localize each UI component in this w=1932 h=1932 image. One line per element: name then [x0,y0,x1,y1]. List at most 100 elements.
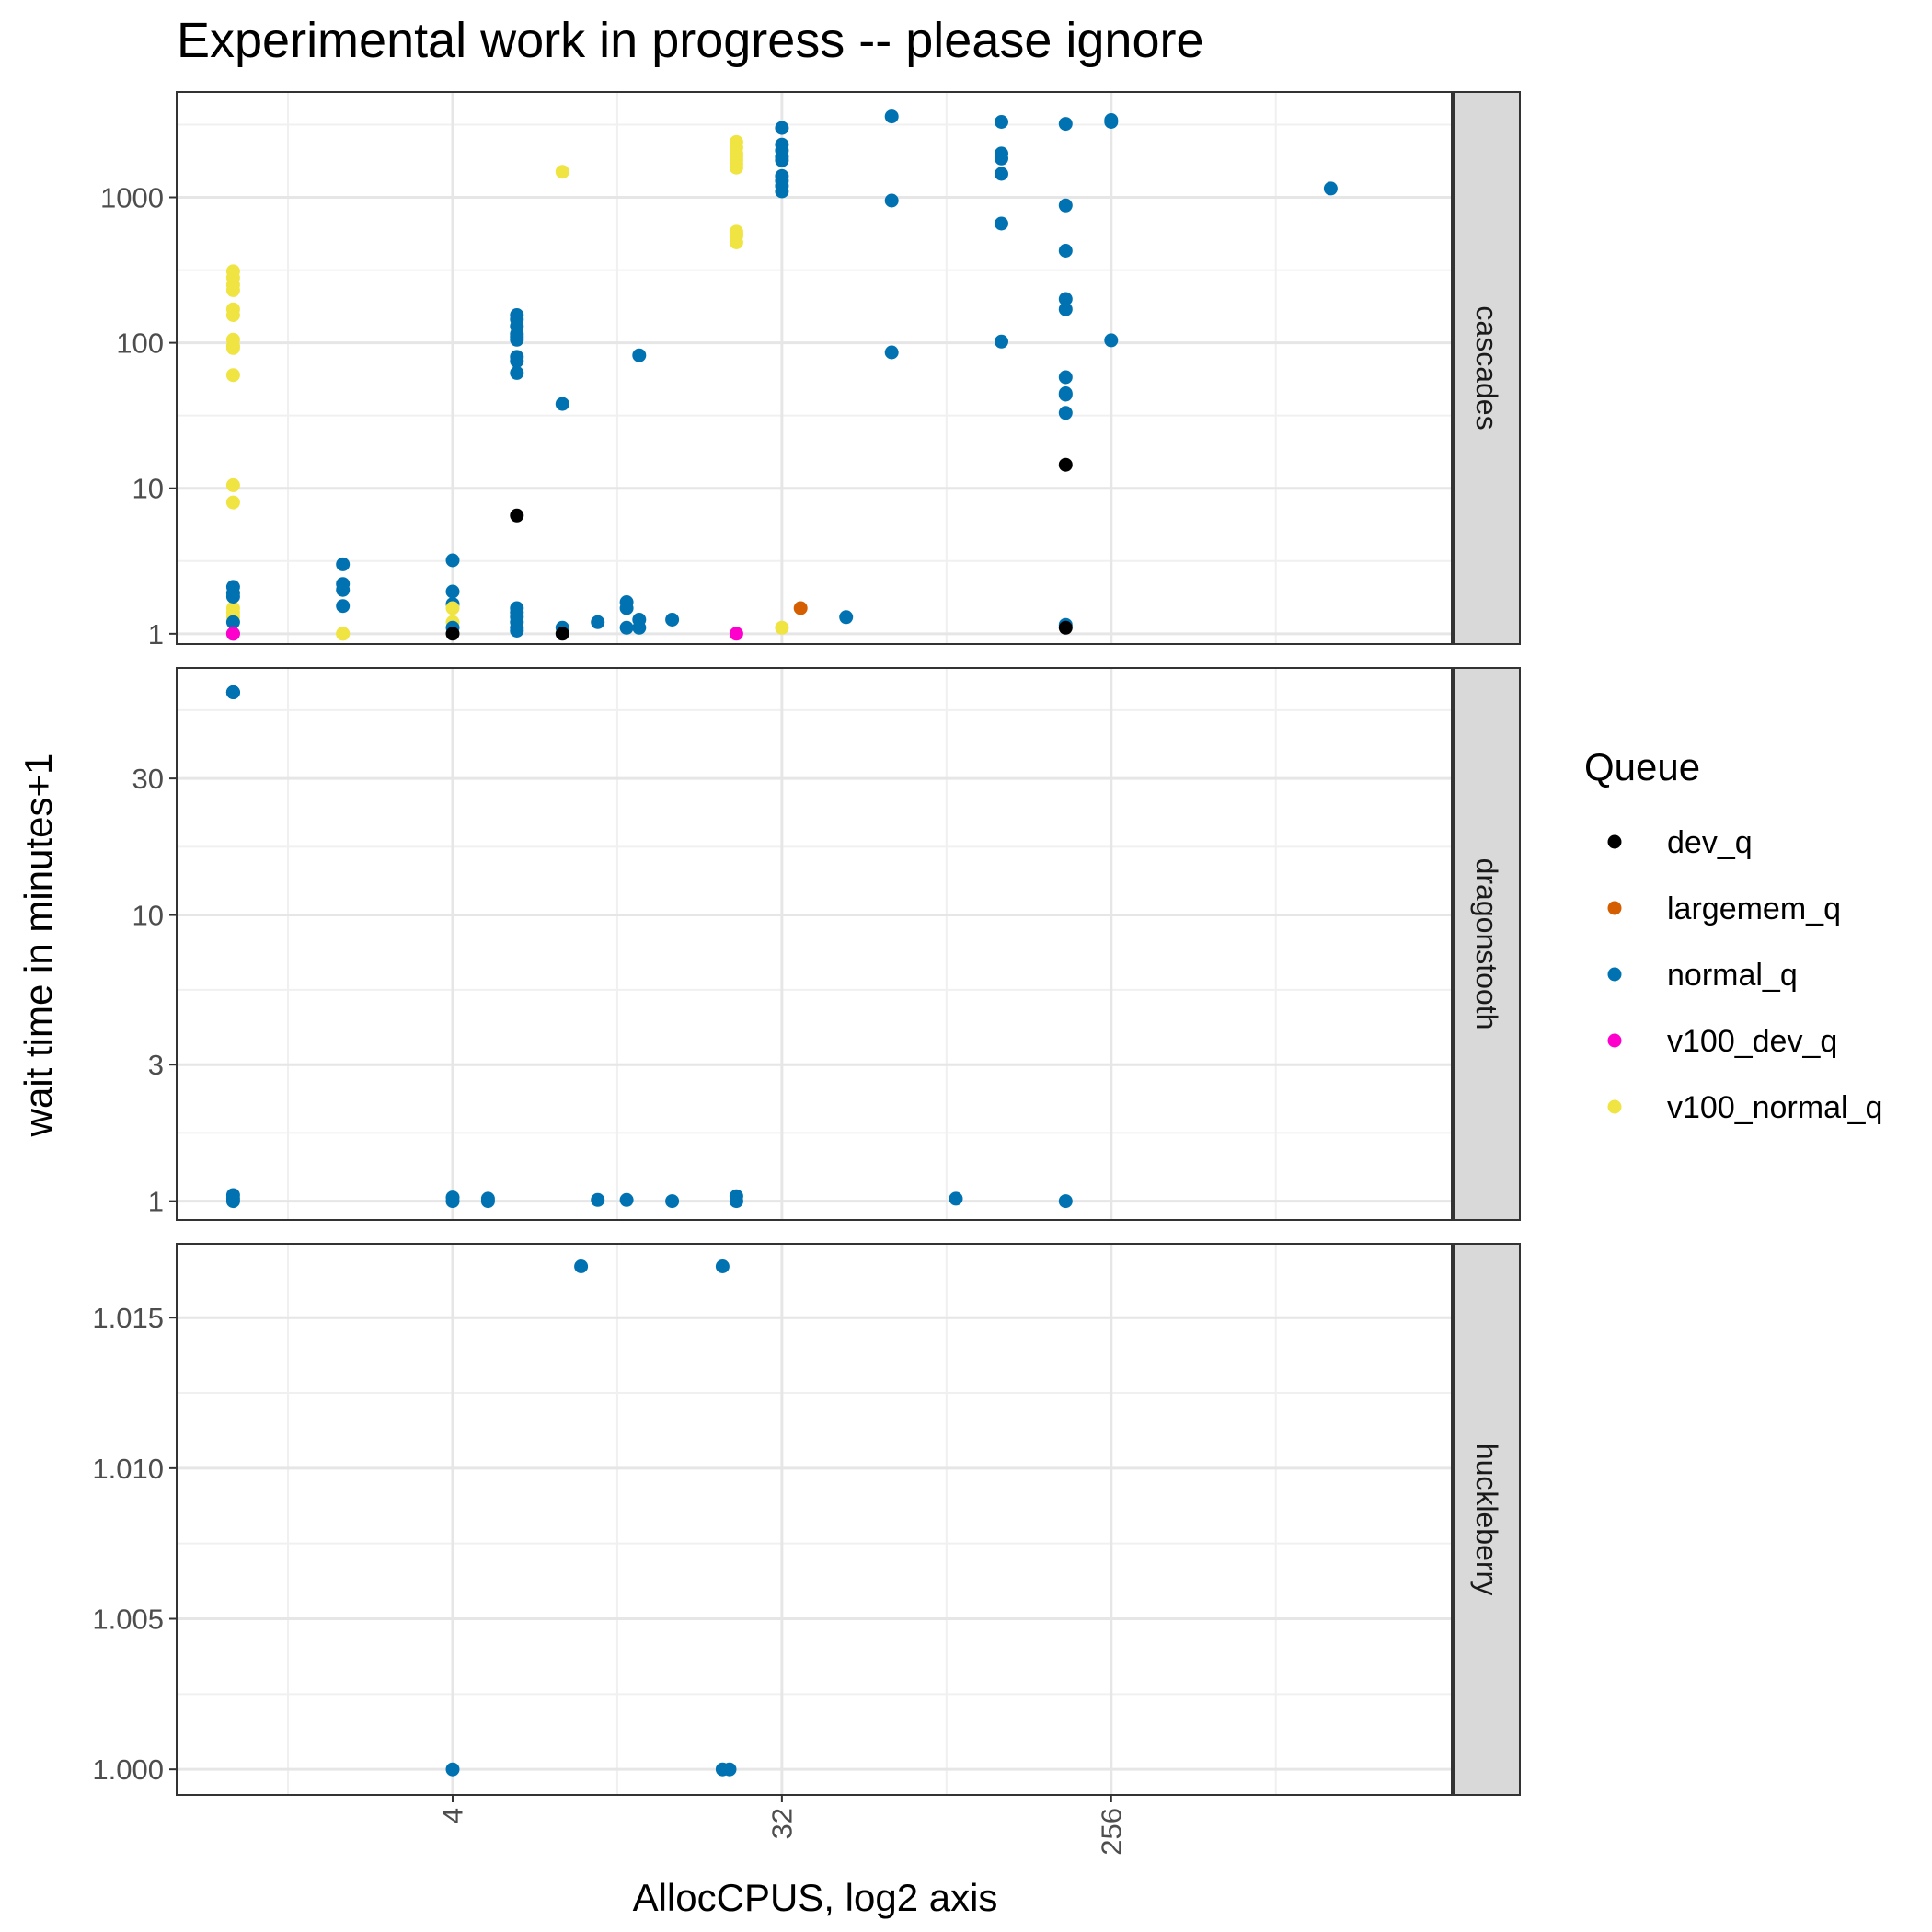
legend-item: normal_q [1607,958,1798,993]
data-point [510,508,524,523]
data-point [619,1192,634,1207]
facet-strip [1453,1243,1521,1796]
legend-item: v100_normal_q [1607,1090,1882,1125]
legend-label: v100_normal_q [1667,1090,1882,1125]
data-point [632,348,647,362]
facet-strip [1453,667,1521,1221]
data-point [445,601,460,615]
data-point [995,216,1008,231]
legend-title: Queue [1584,745,1700,788]
data-point [1058,1194,1073,1209]
data-point [884,109,899,124]
x-tick-label: 4 [436,1808,468,1823]
facet-strip-label: huckleberry [1470,1443,1503,1595]
data-point [445,584,460,599]
data-point [555,165,569,179]
data-point [884,193,899,208]
points-huckleberry [445,1259,737,1777]
data-point [1323,181,1338,196]
legend-key [1607,1033,1622,1048]
panel-background [177,92,1452,644]
y-tick-label: 10 [132,473,164,505]
chart-title: Experimental work in progress -- please … [177,13,1204,68]
data-point [225,615,240,629]
y-tick-label: 10 [132,900,164,932]
panel-background [177,1244,1452,1795]
data-point [336,599,351,614]
data-point [336,627,351,641]
data-point [225,282,240,297]
x-axis-title: AllocCPUS, log2 axis [633,1876,998,1919]
data-point [225,495,240,510]
data-point [619,601,634,615]
data-point [775,121,789,135]
facet-strip-label: cascades [1470,305,1503,430]
data-point [995,115,1008,129]
data-point [591,1192,605,1207]
data-point [336,582,351,597]
data-point [1058,292,1073,306]
data-point [632,620,647,635]
data-point [510,353,524,368]
legend-item: v100_dev_q [1607,1024,1837,1059]
data-point [510,365,524,380]
data-point [884,345,899,360]
data-point [995,334,1008,349]
data-point [1104,333,1119,348]
y-tick-label: 1 [148,618,164,650]
panel-border [176,1243,1453,1796]
data-point [729,1194,743,1209]
data-point [445,627,460,641]
y-tick-label: 1000 [100,182,164,214]
y-axis-title: wait time in minutes+1 [17,753,60,1138]
facet-panel-huckleberry: 1.000 1.005 1.010 1.015 huckleberry [92,1243,1521,1796]
points-dragonstooth [225,685,1073,1209]
legend-key [1607,901,1622,915]
points-cascades [225,109,1338,641]
data-point [665,613,680,627]
data-point [775,620,789,635]
panel-border [176,667,1453,1221]
facet-strip [1453,91,1521,645]
data-point [555,627,569,641]
data-point [1058,370,1073,385]
data-point [445,1762,460,1777]
data-point [445,553,460,568]
data-point [793,601,808,615]
data-point [574,1259,589,1273]
data-point [729,627,743,641]
data-point [510,332,524,347]
y-tick-label: 1.010 [92,1453,164,1485]
data-point [225,477,240,492]
data-point [225,308,240,322]
legend-key [1607,967,1622,982]
y-tick-label: 1.000 [92,1754,164,1786]
data-point [1058,302,1073,316]
data-point [1058,117,1073,132]
data-point [775,153,789,167]
legend-item: dev_q [1607,825,1753,860]
data-point [225,590,240,604]
facet-panel-cascades: 1 10 100 1000 cascades [100,91,1521,650]
data-point [225,368,240,383]
data-point [619,620,634,635]
data-point [225,1194,240,1209]
y-tick-label: 100 [116,328,164,360]
data-point [729,236,743,249]
data-point [336,557,351,571]
data-point [1058,244,1073,258]
legend-label: v100_dev_q [1667,1024,1837,1059]
x-tick-label: 256 [1095,1808,1127,1856]
data-point [445,1194,460,1209]
data-point [225,627,240,641]
data-point [1058,406,1073,420]
data-point [225,340,240,355]
data-point [1058,457,1073,472]
panel-border [176,91,1453,645]
panel-background [177,668,1452,1220]
legend-label: largemem_q [1667,891,1841,926]
data-point [510,624,524,638]
legend-label: normal_q [1667,958,1798,993]
legend-item: largemem_q [1607,891,1841,926]
data-point [1058,387,1073,402]
